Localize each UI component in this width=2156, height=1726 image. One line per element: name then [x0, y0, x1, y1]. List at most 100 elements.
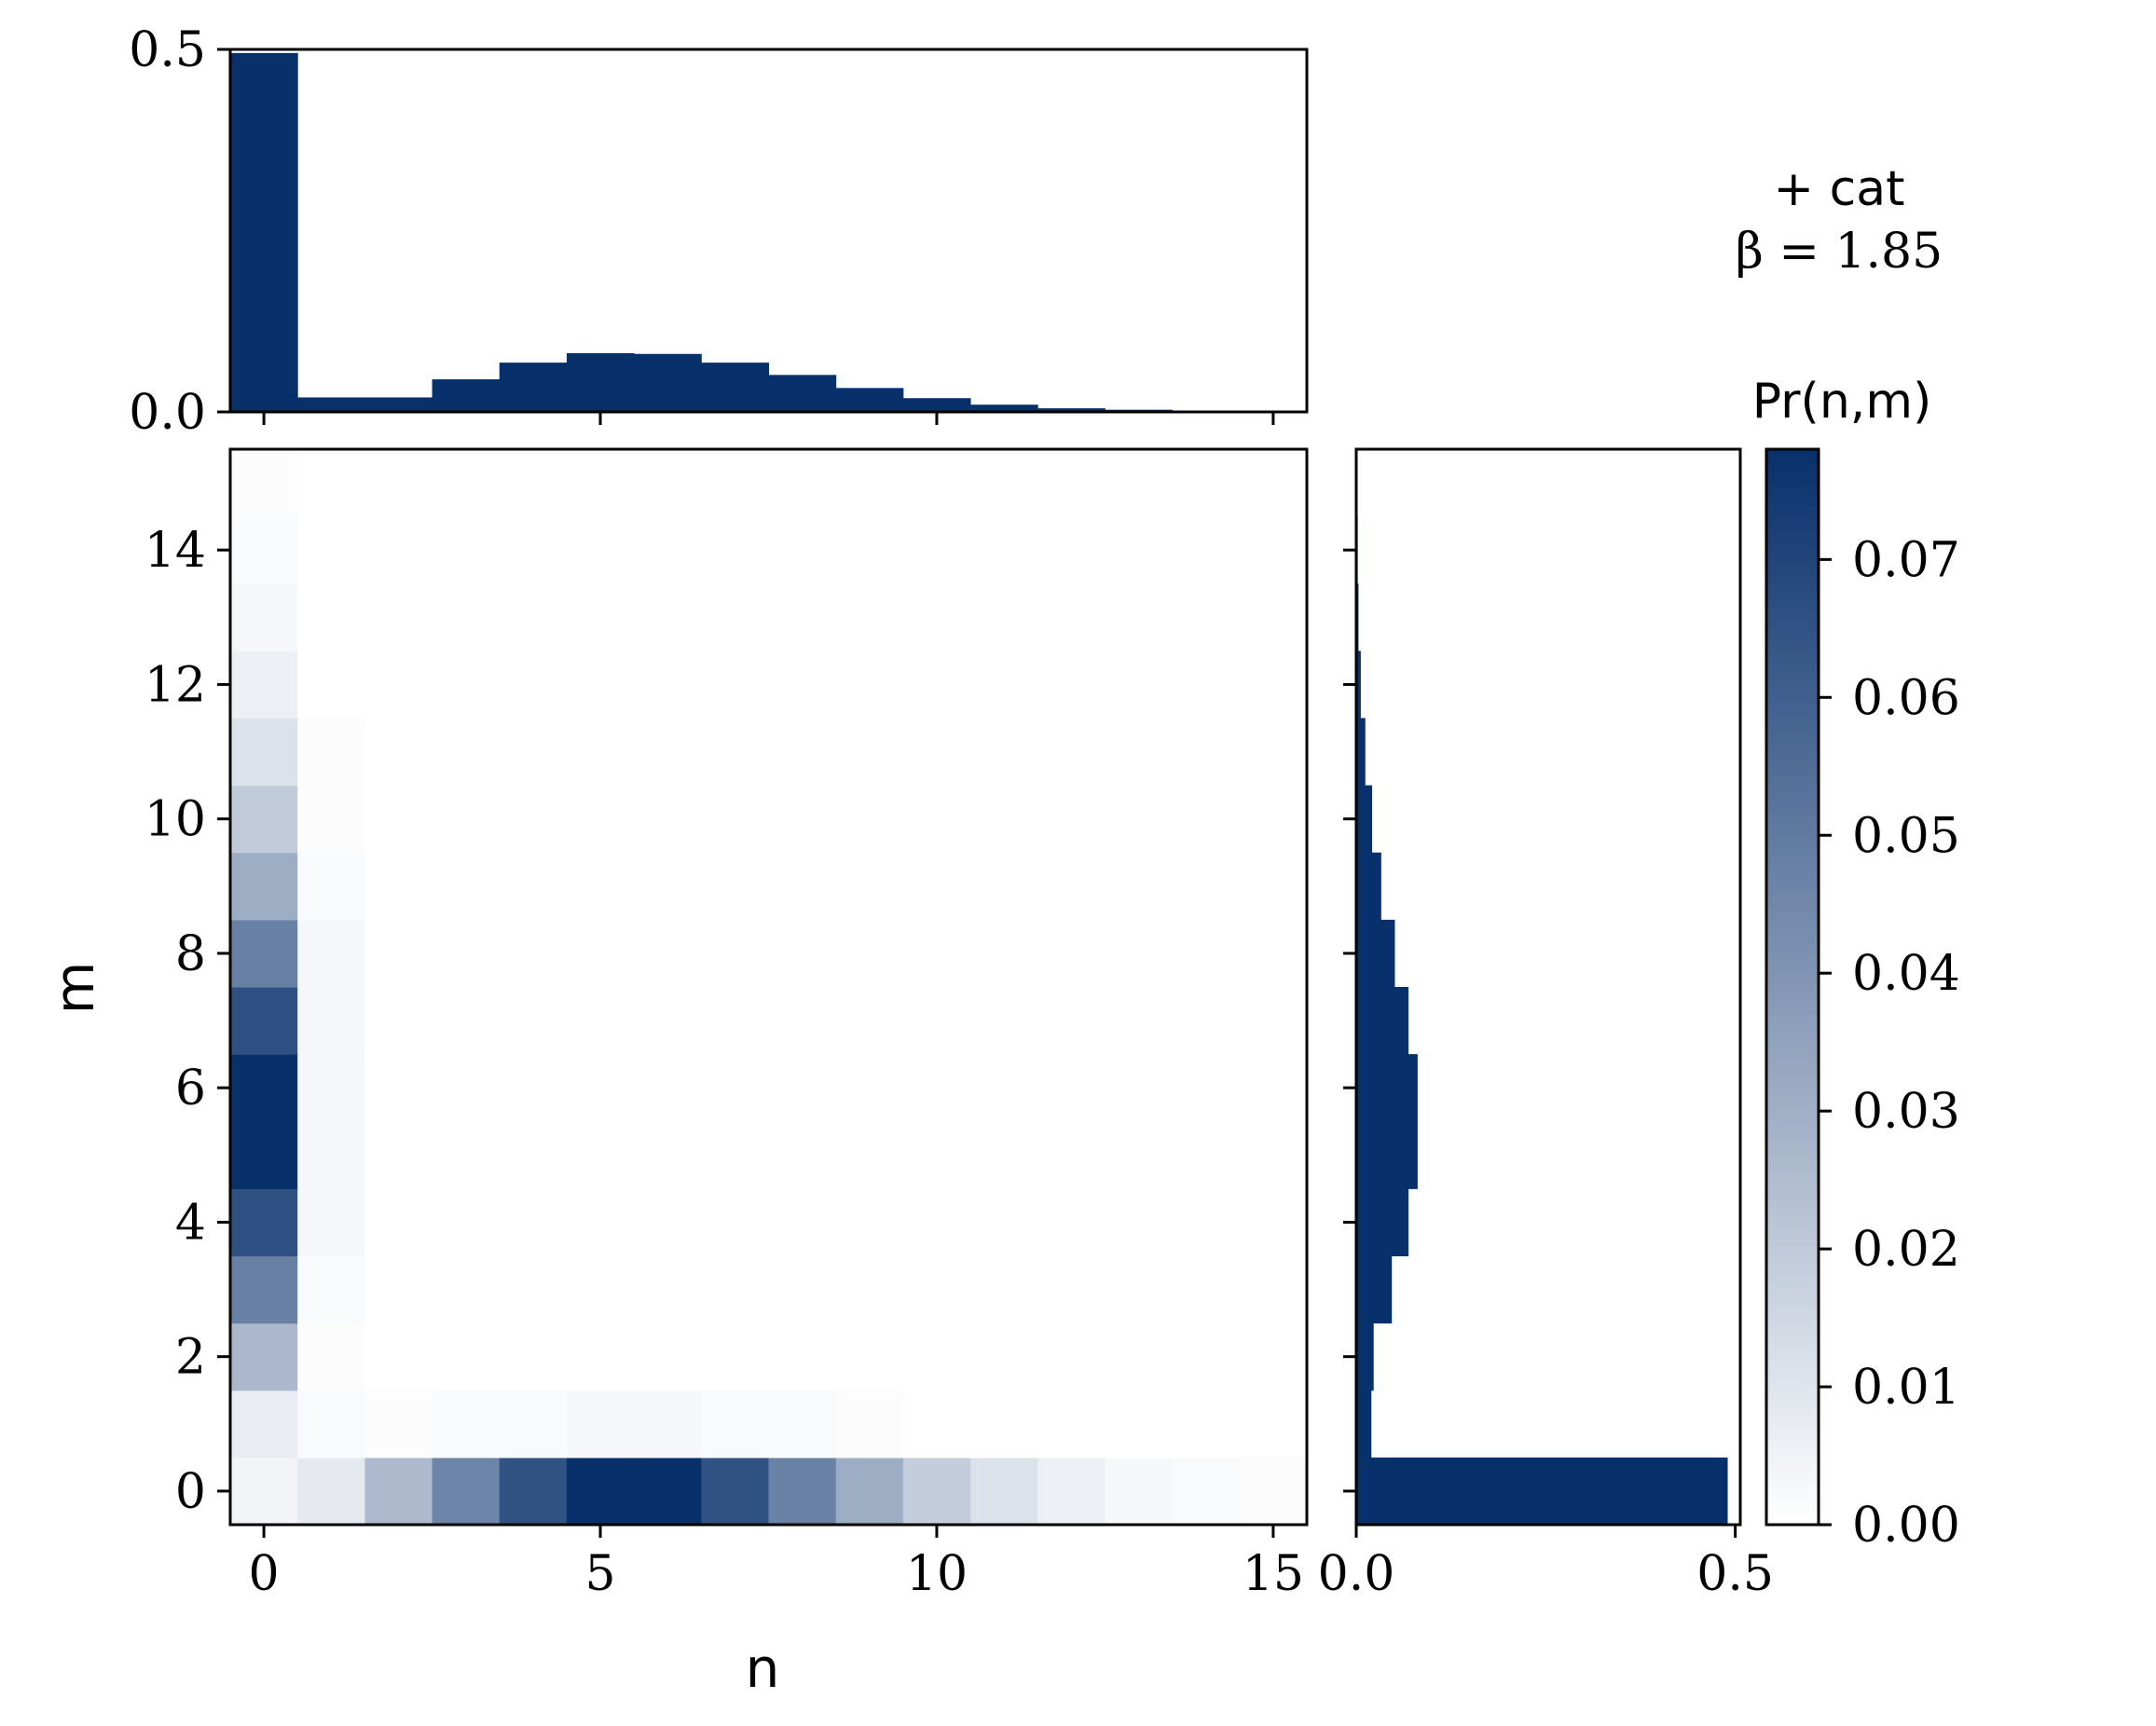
right-marginal-bar-6: [1356, 1054, 1418, 1122]
heatmap-cell-n10-m2: [902, 1322, 971, 1391]
heatmap-cell-n1-m12: [297, 651, 365, 719]
top-marginal-bar-0: [230, 52, 298, 412]
heatmap-cell-n9-m15: [835, 449, 904, 517]
top-marginal-bar-11: [970, 404, 1038, 412]
heatmap-cell-n5-m15: [566, 449, 635, 517]
heatmap-cell-n3-m7: [432, 987, 501, 1055]
axis-tick-labels: 0 5 10 15 0 2 4 6 8 10 12 14 0.0 0.5 0.0 0.5 0.00 0.01 0.0…: [129, 22, 1959, 1602]
heatmap-cell-n7-m0: [701, 1457, 770, 1526]
top-marginal-bar-12: [1037, 408, 1105, 412]
heatmap-cell-n11-m11: [970, 718, 1038, 787]
heatmap-cell-n13-m12: [1105, 651, 1174, 719]
top-marginal-frame: [228, 48, 1309, 414]
heatmap-cell-n1-m11: [297, 718, 365, 787]
heatmap-cell-n3-m5: [432, 1121, 501, 1189]
heatmap-cell-n4-m15: [499, 449, 568, 517]
x-tick-label-15: 15: [1243, 1546, 1304, 1602]
heatmap-frame: [228, 447, 1309, 1527]
heatmap-cell-n2-m3: [364, 1255, 433, 1324]
heatmap-cell-n3-m11: [432, 718, 501, 787]
heatmap-cell-n1-m6: [297, 1054, 365, 1122]
heatmap-cell-n0-m13: [230, 583, 298, 651]
heatmap-cell-n4-m3: [499, 1255, 568, 1324]
heatmap-cells: [230, 449, 1308, 1526]
heatmap-cell-n3-m10: [432, 785, 501, 854]
heatmap-cell-n5-m1: [566, 1390, 635, 1459]
heatmap-cell-n6-m13: [634, 583, 702, 651]
colorbar-frame: [1765, 447, 1820, 1527]
heatmap-cell-n12-m4: [1037, 1188, 1106, 1257]
heatmap-cell-n10-m8: [902, 919, 971, 988]
heatmap-cell-n10-m4: [902, 1188, 971, 1257]
heatmap-cell-n7-m10: [701, 785, 770, 854]
heatmap-cell-n11-m12: [970, 651, 1038, 719]
heatmap-cell-n6-m9: [634, 852, 702, 921]
heatmap-cell-n6-m4: [634, 1188, 702, 1257]
heatmap-cell-n6-m5: [634, 1121, 702, 1189]
heatmap-cell-n4-m7: [499, 987, 568, 1055]
right-marginal-bar-5: [1356, 1121, 1418, 1189]
heatmap-cell-n1-m15: [297, 449, 365, 517]
heatmap-cell-n12-m9: [1037, 852, 1106, 921]
heatmap-cell-n9-m11: [835, 718, 904, 787]
heatmap-cell-n2-m7: [364, 987, 433, 1055]
heatmap-cell-n12-m6: [1037, 1054, 1106, 1122]
colorbar-gradient: [1766, 449, 1819, 1525]
heatmap-cell-n13-m14: [1105, 516, 1174, 584]
heatmap-cell-n12-m5: [1037, 1121, 1106, 1189]
y-tick-label-8: 8: [175, 926, 206, 982]
y-tick-label-2: 2: [175, 1330, 206, 1386]
heatmap-cell-n6-m0: [634, 1457, 702, 1526]
heatmap-cell-n7-m13: [701, 583, 770, 651]
heatmap-cell-n4-m11: [499, 718, 568, 787]
top-marginal-bar-8: [768, 375, 837, 412]
heatmap-cell-n8-m6: [768, 1054, 837, 1122]
heatmap-cell-n4-m8: [499, 919, 568, 988]
heatmap-cell-n7-m1: [701, 1390, 770, 1459]
heatmap-cell-n1-m4: [297, 1188, 365, 1257]
right-marginal-frame: [1354, 447, 1742, 1527]
heatmap-cell-n9-m8: [835, 919, 904, 988]
heatmap-cell-n5-m13: [566, 583, 635, 651]
top-marginal-bar-6: [634, 353, 702, 412]
heatmap-cell-n4-m14: [499, 516, 568, 584]
annotation-beta: β = 1.85: [1736, 224, 1943, 280]
heatmap-cell-n5-m2: [566, 1322, 635, 1391]
heatmap-cell-n13-m6: [1105, 1054, 1174, 1122]
heatmap-cell-n2-m4: [364, 1188, 433, 1257]
heatmap-cell-n14-m9: [1172, 852, 1241, 921]
heatmap-cell-n8-m0: [768, 1457, 837, 1526]
heatmap-cell-n5-m8: [566, 919, 635, 988]
heatmap-cell-n2-m12: [364, 651, 433, 719]
heatmap-cell-n7-m4: [701, 1188, 770, 1257]
heatmap-cell-n14-m14: [1172, 516, 1241, 584]
heatmap-cell-n0-m11: [230, 718, 298, 787]
heatmap-cell-n4-m6: [499, 1054, 568, 1122]
right-marginal-bar-10: [1356, 785, 1373, 854]
heatmap-cell-n11-m5: [970, 1121, 1038, 1189]
heatmap-cell-n0-m4: [230, 1188, 298, 1257]
heatmap-cell-n8-m7: [768, 987, 837, 1055]
heatmap-cell-n7-m3: [701, 1255, 770, 1324]
heatmap-cell-n13-m3: [1105, 1255, 1174, 1324]
heatmap-cell-n15-m14: [1239, 516, 1308, 584]
heatmap-cell-n1-m0: [297, 1457, 365, 1526]
heatmap-cell-n1-m3: [297, 1255, 365, 1324]
heatmap-cell-n7-m12: [701, 651, 770, 719]
heatmap-cell-n9-m3: [835, 1255, 904, 1324]
heatmap-cell-n15-m11: [1239, 718, 1308, 787]
heatmap-cell-n4-m0: [499, 1457, 568, 1526]
heatmap-cell-n4-m9: [499, 852, 568, 921]
heatmap-cell-n12-m14: [1037, 516, 1106, 584]
colorbar-tick-label-5: 0.05: [1852, 808, 1960, 864]
heatmap-cell-n13-m10: [1105, 785, 1174, 854]
heatmap-cell-n7-m14: [701, 516, 770, 584]
heatmap-cell-n2-m11: [364, 718, 433, 787]
heatmap-cell-n9-m0: [835, 1457, 904, 1526]
heatmap-cell-n5-m10: [566, 785, 635, 854]
heatmap-cell-n4-m13: [499, 583, 568, 651]
heatmap-cell-n5-m6: [566, 1054, 635, 1122]
heatmap-cell-n14-m10: [1172, 785, 1241, 854]
heatmap-cell-n1-m8: [297, 919, 365, 988]
heatmap-cell-n0-m3: [230, 1255, 298, 1324]
